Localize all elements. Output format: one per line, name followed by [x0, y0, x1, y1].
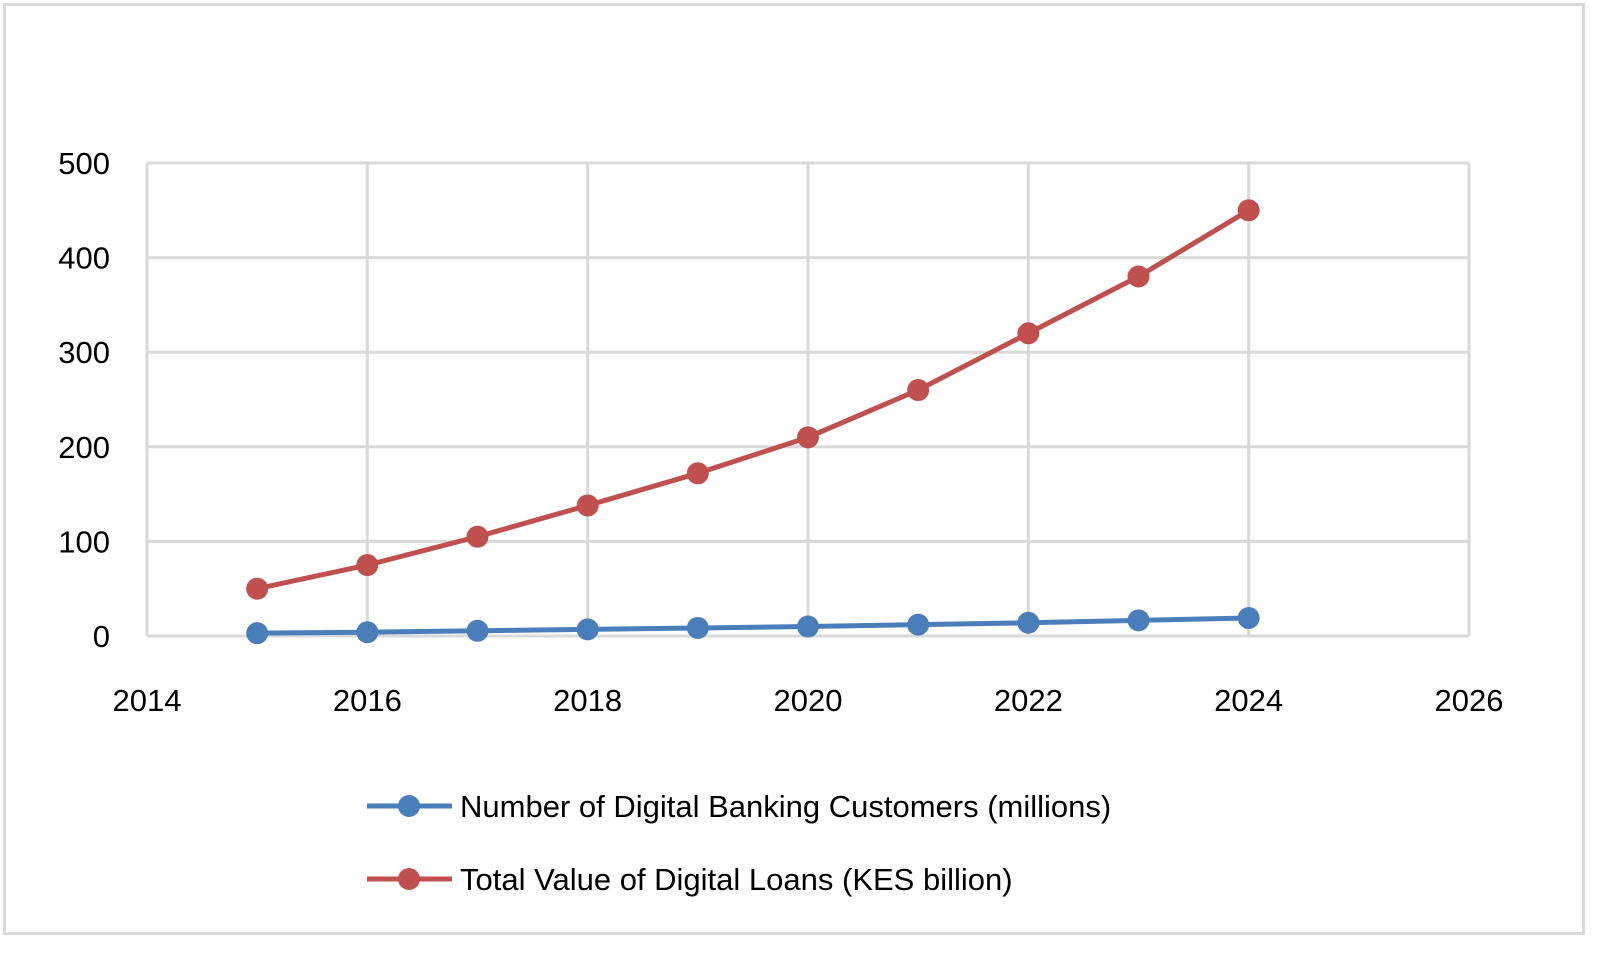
x-tick-label: 2016 — [333, 683, 402, 718]
x-tick-label: 2024 — [1214, 683, 1283, 718]
gridlines — [145, 161, 1471, 638]
series-line — [257, 615, 1249, 636]
legend-marker-icon — [398, 868, 420, 890]
data-point-marker[interactable] — [466, 619, 489, 642]
legend-item-loans[interactable]: Total Value of Digital Loans (KES billio… — [367, 862, 1013, 897]
legend-item-customers[interactable]: Number of Digital Banking Customers (mil… — [367, 789, 1111, 824]
series-loans — [246, 199, 1260, 600]
legend: Number of Digital Banking Customers (mil… — [367, 789, 1111, 897]
data-point-marker[interactable] — [797, 426, 819, 449]
data-point-marker[interactable] — [797, 615, 819, 638]
x-tick-label: 2018 — [553, 683, 622, 718]
data-point-marker[interactable] — [1127, 265, 1150, 288]
y-tick-label: 100 — [58, 524, 110, 559]
data-point-marker[interactable] — [576, 494, 599, 517]
legend-marker-icon — [398, 795, 420, 817]
y-tick-label: 500 — [58, 146, 110, 181]
data-point-marker[interactable] — [1017, 322, 1040, 345]
data-point-marker[interactable] — [1237, 199, 1260, 222]
y-tick-label: 0 — [93, 619, 110, 654]
data-point-marker[interactable] — [686, 462, 709, 485]
data-point-marker[interactable] — [356, 621, 379, 644]
data-point-marker[interactable] — [576, 618, 599, 641]
data-point-marker[interactable] — [907, 613, 930, 636]
legend-label: Total Value of Digital Loans (KES billio… — [460, 862, 1013, 897]
x-axis-ticks: 2014 2016 2018 2020 2022 2024 2026 — [113, 683, 1504, 718]
data-series — [246, 199, 1260, 645]
x-tick-label: 2020 — [774, 683, 843, 718]
series-customers — [246, 607, 1260, 645]
y-tick-label: 200 — [58, 430, 110, 465]
data-point-marker[interactable] — [1127, 609, 1150, 632]
data-point-marker[interactable] — [356, 554, 379, 577]
data-point-marker[interactable] — [1017, 611, 1040, 634]
data-point-marker[interactable] — [246, 577, 269, 600]
x-tick-label: 2022 — [994, 683, 1063, 718]
x-tick-label: 2014 — [113, 683, 182, 718]
series-line — [256, 208, 1250, 592]
data-point-marker[interactable] — [907, 379, 930, 402]
x-tick-label: 2026 — [1435, 683, 1504, 718]
y-tick-label: 300 — [58, 335, 110, 370]
chart-frame — [3, 3, 1585, 935]
y-tick-label: 400 — [58, 241, 110, 276]
data-point-marker[interactable] — [1237, 607, 1260, 630]
legend-label: Number of Digital Banking Customers (mil… — [460, 789, 1111, 824]
y-axis-ticks: 0 100 200 300 400 500 — [58, 146, 110, 654]
data-point-marker[interactable] — [246, 622, 269, 645]
data-point-marker[interactable] — [686, 616, 709, 639]
data-point-marker[interactable] — [466, 525, 489, 548]
